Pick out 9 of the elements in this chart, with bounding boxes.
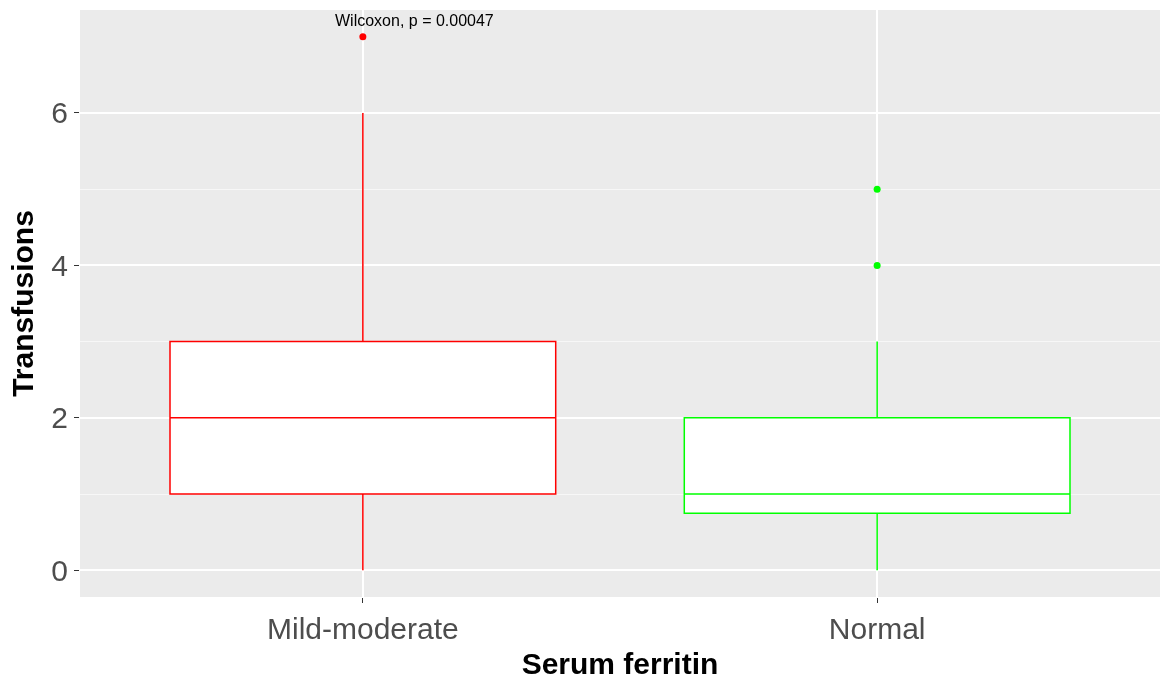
x-axis-title: Serum ferritin [521, 646, 719, 680]
y-tick-label: 6 [51, 96, 68, 130]
annotation: Wilcoxon, p = 0.00047 [335, 12, 494, 29]
y-tick-label: 4 [51, 248, 68, 282]
y-axis-title: Transfusions [6, 210, 40, 397]
y-tick-label: 2 [51, 401, 68, 435]
x-tick-label: Mild-moderate [266, 612, 459, 645]
x-tick-label: Normal [828, 612, 926, 645]
y-tick-label: 0 [51, 553, 68, 587]
